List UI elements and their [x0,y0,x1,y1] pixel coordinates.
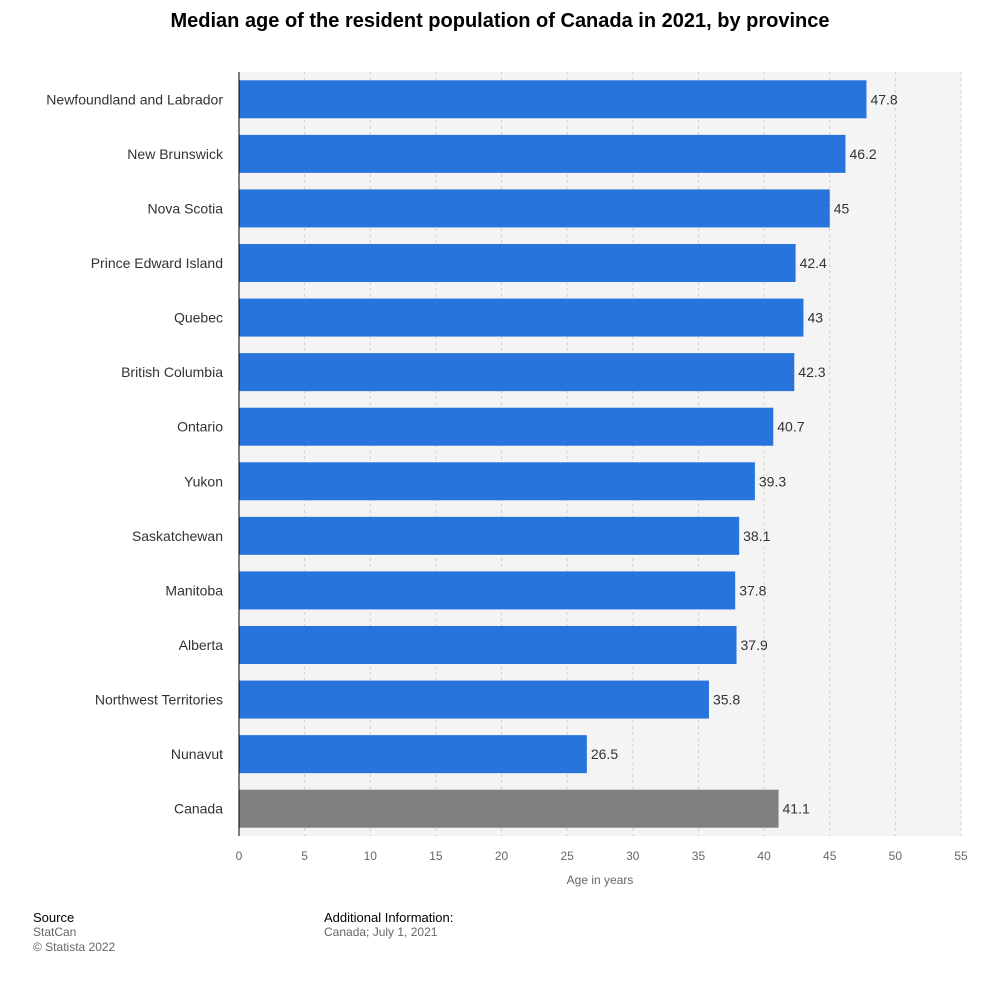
x-tick-label: 30 [626,849,640,863]
x-tick-label: 0 [236,849,243,863]
x-tick-label: 40 [757,849,771,863]
value-label: 40.7 [777,419,804,435]
bar [239,626,737,664]
value-label: 38.1 [743,528,770,544]
value-label: 42.4 [800,255,827,271]
x-tick-label: 50 [889,849,903,863]
bar [239,298,804,337]
category-label: Manitoba [165,582,223,598]
x-tick-label: 15 [429,849,443,863]
category-label: New Brunswick [127,146,224,162]
x-tick-label: 55 [954,849,968,863]
category-label: Nova Scotia [148,200,224,216]
bar [239,571,736,610]
category-label: British Columbia [121,364,223,380]
category-label: Nunavut [171,746,223,762]
category-label: Northwest Territories [95,692,223,708]
value-label: 37.8 [739,582,766,598]
source-block: Source StatCan © Statista 2022 [33,910,115,955]
bar [239,353,795,392]
bar [239,80,867,119]
x-tick-label: 45 [823,849,837,863]
value-label: 26.5 [591,746,618,762]
category-label: Prince Edward Island [91,255,223,271]
bar [239,134,846,173]
value-label: 42.3 [798,364,825,380]
value-label: 39.3 [759,473,786,489]
chart-title: Median age of the resident population of… [170,10,830,32]
category-label: Canada [174,801,223,817]
additional-info-text: Canada; July 1, 2021 [324,925,438,939]
category-label: Saskatchewan [132,528,223,544]
category-label: Yukon [184,473,223,489]
bar [239,462,755,501]
category-label: Ontario [177,419,223,435]
x-tick-label: 5 [301,849,308,863]
source-name[interactable]: StatCan [33,925,77,939]
bar [239,407,774,446]
category-label: Newfoundland and Labrador [46,91,223,107]
bar [239,735,587,774]
copyright-text: © Statista 2022 [33,940,116,954]
plot-background [239,72,961,836]
x-tick-label: 35 [692,849,706,863]
bar [239,516,740,555]
additional-info-block: Additional Information: Canada; July 1, … [324,910,453,940]
value-label: 46.2 [849,146,876,162]
bar [239,189,830,228]
value-label: 45 [834,200,850,216]
value-label: 41.1 [783,801,810,817]
bar [239,680,709,719]
x-tick-label: 25 [561,849,575,863]
x-tick-label: 20 [495,849,509,863]
value-label: 43 [807,310,823,326]
bar [239,789,779,828]
bar [239,244,796,282]
value-label: 37.9 [741,637,768,653]
x-axis-label: Age in years [567,873,634,887]
additional-info-heading: Additional Information: [324,910,454,925]
value-label: 47.8 [870,91,897,107]
category-label: Alberta [179,637,224,653]
category-label: Quebec [174,310,223,326]
bar-chart: 0 5 10 15 20 25 30 35 40 45 50 55 Age in years Newfou… [46,72,968,887]
source-heading: Source [33,910,75,925]
x-tick-label: 10 [364,849,378,863]
value-label: 35.8 [713,692,740,708]
